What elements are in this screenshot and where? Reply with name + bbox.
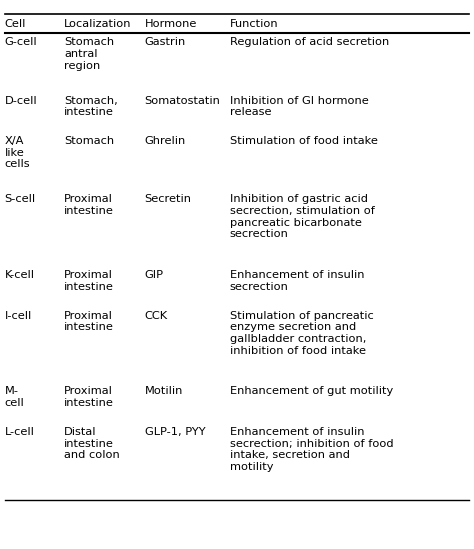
Text: Hormone: Hormone (145, 19, 197, 29)
Text: Localization: Localization (64, 19, 131, 29)
Text: S-cell: S-cell (5, 194, 36, 204)
Text: Function: Function (230, 19, 279, 29)
Text: Proximal
intestine: Proximal intestine (64, 386, 114, 408)
Text: Stomach,
intestine: Stomach, intestine (64, 96, 118, 117)
Text: Stomach: Stomach (64, 136, 114, 146)
Text: K-cell: K-cell (5, 270, 35, 280)
Text: Cell: Cell (5, 19, 26, 29)
Text: Enhancement of insulin
secrection; inhibition of food
intake, secretion and
moti: Enhancement of insulin secrection; inhib… (230, 427, 393, 472)
Text: Inhibition of gastric acid
secrection, stimulation of
pancreatic bicarbonate
sec: Inhibition of gastric acid secrection, s… (230, 194, 375, 239)
Text: X/A
like
cells: X/A like cells (5, 136, 30, 169)
Text: Proximal
intestine: Proximal intestine (64, 311, 114, 332)
Text: Stimulation of food intake: Stimulation of food intake (230, 136, 378, 146)
Text: Secretin: Secretin (145, 194, 191, 204)
Text: L-cell: L-cell (5, 427, 35, 437)
Text: Ghrelin: Ghrelin (145, 136, 186, 146)
Text: Proximal
intestine: Proximal intestine (64, 270, 114, 292)
Text: Gastrin: Gastrin (145, 37, 186, 47)
Text: M-
cell: M- cell (5, 386, 25, 408)
Text: Stomach
antral
region: Stomach antral region (64, 37, 114, 70)
Text: CCK: CCK (145, 311, 168, 321)
Text: D-cell: D-cell (5, 96, 37, 105)
Text: GIP: GIP (145, 270, 164, 280)
Text: GLP-1, PYY: GLP-1, PYY (145, 427, 205, 437)
Text: Regulation of acid secretion: Regulation of acid secretion (230, 37, 389, 47)
Text: G-cell: G-cell (5, 37, 37, 47)
Text: Motilin: Motilin (145, 386, 183, 396)
Text: Proximal
intestine: Proximal intestine (64, 194, 114, 216)
Text: I-cell: I-cell (5, 311, 32, 321)
Text: Stimulation of pancreatic
enzyme secretion and
gallbladder contraction,
inhibiti: Stimulation of pancreatic enzyme secreti… (230, 311, 374, 356)
Text: Enhancement of insulin
secrection: Enhancement of insulin secrection (230, 270, 365, 292)
Text: Distal
intestine
and colon: Distal intestine and colon (64, 427, 120, 460)
Text: Enhancement of gut motility: Enhancement of gut motility (230, 386, 393, 396)
Text: Somatostatin: Somatostatin (145, 96, 220, 105)
Text: Inhibition of GI hormone
release: Inhibition of GI hormone release (230, 96, 369, 117)
